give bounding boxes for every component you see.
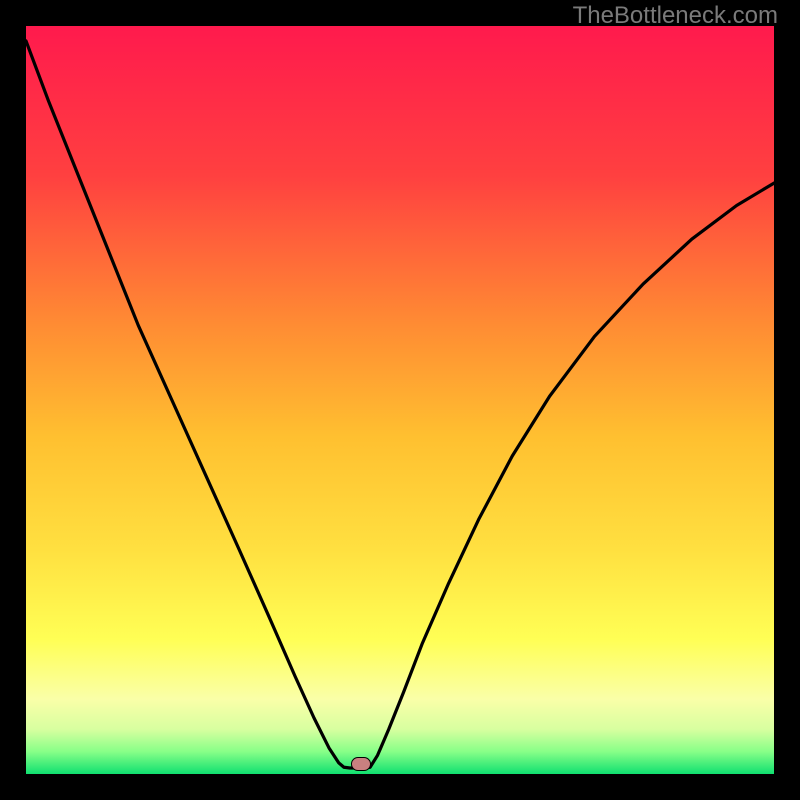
plot-area [26, 26, 774, 774]
watermark-text: TheBottleneck.com [573, 2, 778, 30]
minimum-marker [351, 757, 371, 771]
curve-svg [26, 26, 774, 774]
curve-line [26, 41, 774, 768]
chart-container: TheBottleneck.com [0, 0, 800, 800]
